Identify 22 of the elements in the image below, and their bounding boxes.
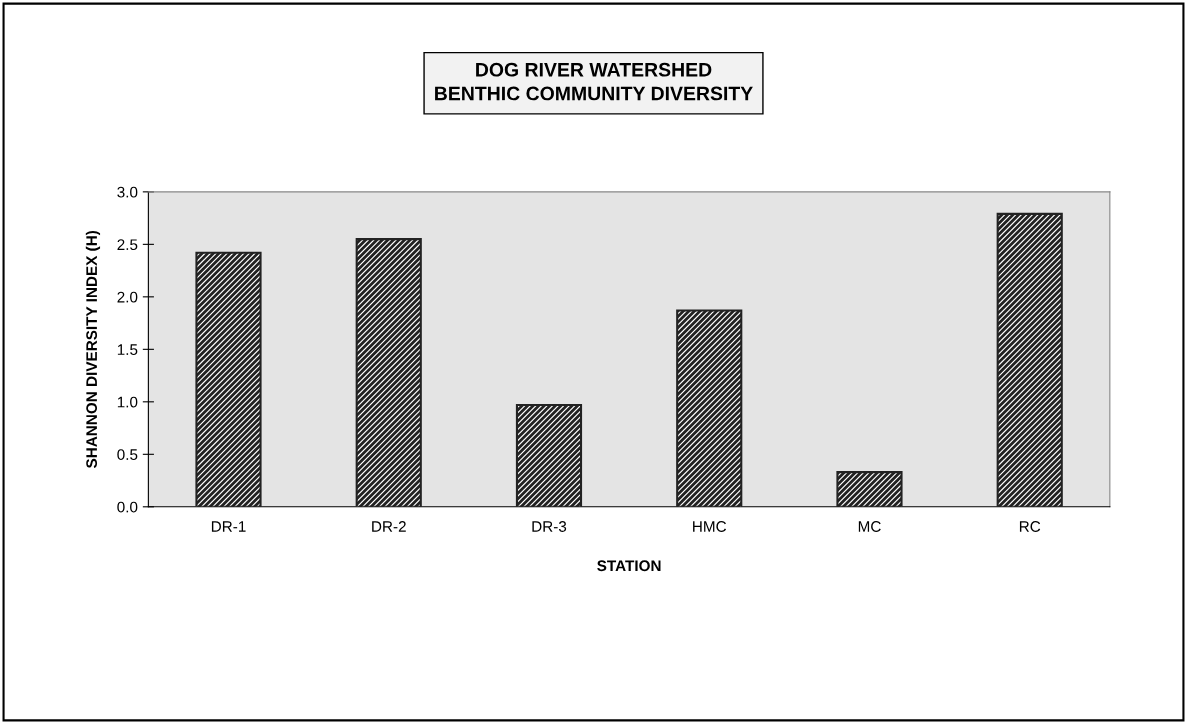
- x-axis-title: STATION: [597, 560, 661, 572]
- bar: [676, 309, 743, 507]
- y-tick-label: 1.0: [117, 396, 138, 408]
- bar: [836, 471, 903, 507]
- bar: [355, 238, 422, 507]
- bar: [515, 403, 583, 507]
- y-axis-title: SHANNON DIVERSITY INDEX (H): [85, 230, 101, 469]
- y-tick-label: 1.5: [117, 344, 138, 356]
- x-tick-label: DR-1: [211, 521, 246, 532]
- chart-title: DOG RIVER WATERSHED BENTHIC COMMUNITY DIVERSITY: [435, 62, 753, 101]
- bar: [996, 212, 1063, 507]
- y-tick-label: 2.5: [117, 239, 138, 251]
- y-tick-label: 2.0: [117, 291, 138, 303]
- y-tick-label: 0.0: [117, 501, 138, 513]
- x-tick-label: DR-2: [372, 521, 406, 532]
- x-tick-label: MC: [858, 521, 881, 532]
- x-tick-label: DR-3: [532, 521, 567, 532]
- x-tick-label: HMC: [693, 521, 727, 532]
- bar: [195, 251, 262, 507]
- y-tick-label: 3.0: [117, 186, 138, 198]
- x-tick-label: RC: [1019, 521, 1041, 532]
- y-tick-label: 0.5: [117, 449, 138, 460]
